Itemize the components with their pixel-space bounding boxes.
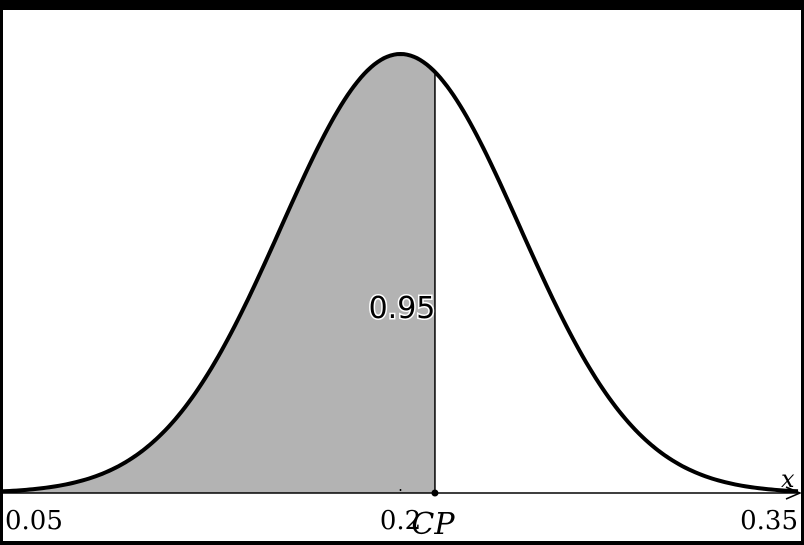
tick-label: 0.35 <box>740 506 798 536</box>
tick-group: 0.05 0.2 0.35 <box>5 489 798 536</box>
tick-label: 0.2 <box>380 506 421 536</box>
normal-curve-chart: x 0.05 0.2 0.35 CP 0.95 <box>3 51 801 541</box>
density-curve <box>3 51 799 494</box>
tick-label: 0.05 <box>5 506 63 536</box>
x-axis-label: x <box>781 465 795 493</box>
shaded-area-label: 0.95 <box>369 291 436 326</box>
shaded-area <box>3 54 435 493</box>
x-axis-arrow <box>785 486 801 500</box>
critical-point-marker <box>431 489 439 497</box>
critical-point-label: CP <box>411 507 455 541</box>
